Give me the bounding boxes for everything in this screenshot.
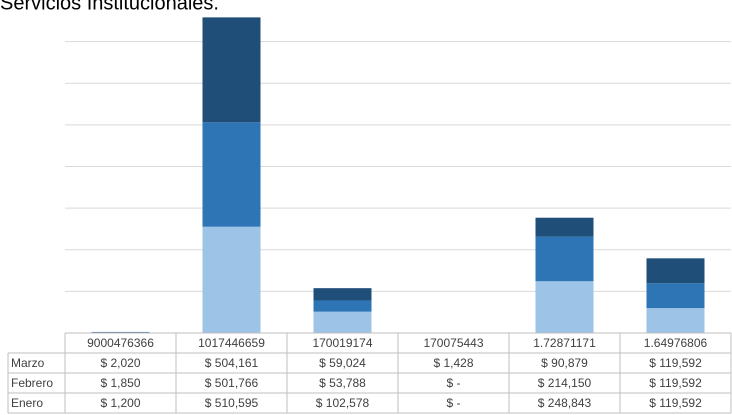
data-label: $ 53,788 [319, 376, 366, 390]
bar-segment [202, 122, 261, 227]
data-label: $ 501,766 [205, 376, 259, 390]
data-label: $ 119,592 [649, 376, 702, 390]
legend-label: Enero [11, 396, 43, 410]
data-label: $ 504,161 [205, 356, 259, 370]
data-label: $ 119,592 [649, 396, 702, 410]
x-tick-label: 170075443 [423, 336, 483, 350]
bar-segment [535, 281, 594, 333]
bar-segment [535, 236, 594, 282]
data-label: $ 119,592 [649, 356, 702, 370]
bar-segment [313, 288, 372, 301]
legend-label: Febrero [11, 376, 53, 390]
x-tick-label: 1017446659 [198, 336, 265, 350]
chart-title: Servicios Institucionales. [0, 0, 219, 14]
data-label: $ 248,843 [538, 396, 592, 410]
data-label: $ 1,850 [100, 376, 140, 390]
data-label: $ 2,020 [100, 356, 140, 370]
x-tick-label: 1.72871171 [533, 336, 596, 350]
x-tick-label: 170019174 [312, 336, 372, 350]
bar-segment [313, 311, 372, 333]
data-label: $ 510,595 [205, 396, 259, 410]
legend-label: Marzo [11, 356, 45, 370]
bar-segment [646, 283, 705, 309]
data-label: $ - [446, 396, 460, 410]
data-label: $ 214,150 [538, 376, 592, 390]
data-label: $ 90,879 [541, 356, 588, 370]
data-label: $ 102,578 [316, 396, 370, 410]
data-label: $ 59,024 [319, 356, 366, 370]
x-tick-label: 1.64976806 [644, 336, 708, 350]
data-label: $ 1,200 [100, 396, 140, 410]
data-label: $ 1,428 [433, 356, 473, 370]
bar-segment [202, 226, 261, 333]
bar-segment [535, 217, 594, 237]
data-label: $ - [446, 376, 460, 390]
bar-segment [646, 258, 705, 284]
bar-segment [313, 300, 372, 312]
bar-segment [202, 17, 261, 123]
bar-segment [646, 308, 705, 333]
x-tick-label: 9000476366 [87, 336, 154, 350]
